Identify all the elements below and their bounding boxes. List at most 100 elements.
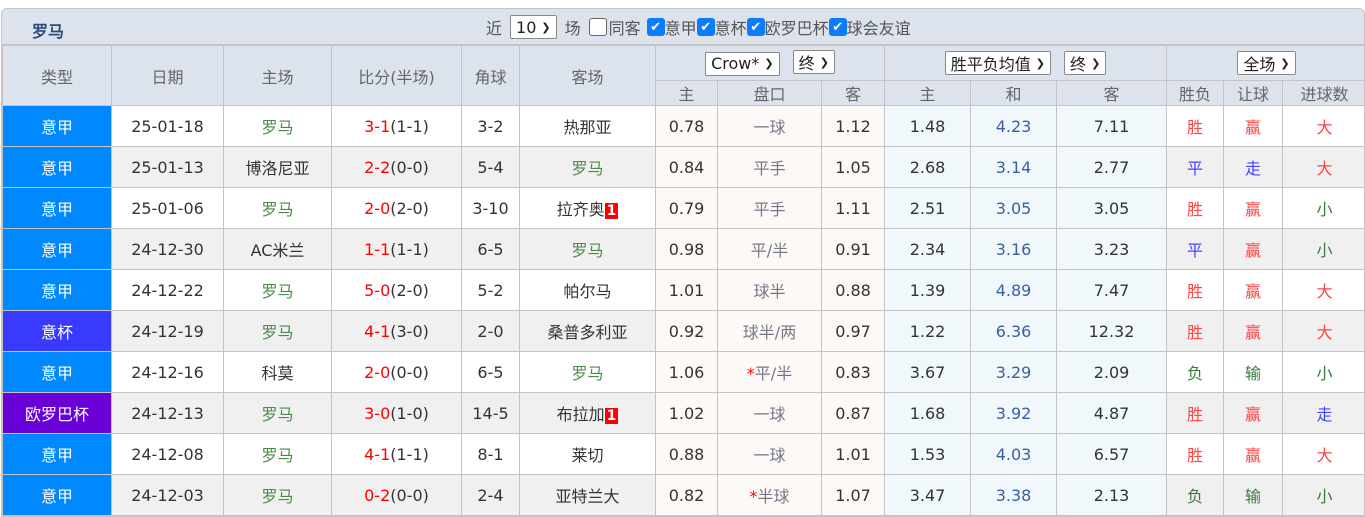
home-team[interactable]: 博洛尼亚 — [224, 147, 332, 188]
match-score[interactable]: 4-1(1-1) — [332, 434, 462, 475]
euro-draw-odds: 3.14 — [971, 147, 1057, 188]
handicap-line-text: 一球 — [753, 446, 785, 465]
euro-stage-select[interactable]: 终❯ — [1064, 51, 1106, 75]
match-date: 24-12-22 — [112, 270, 224, 311]
sub-euro-home: 主 — [885, 81, 971, 106]
home-team[interactable]: 罗马 — [224, 393, 332, 434]
result-over-under: 大 — [1283, 311, 1365, 352]
away-team[interactable]: 桑普多利亚 — [520, 311, 656, 352]
euro-type-select[interactable]: 胜平负均值❯ — [945, 51, 1051, 75]
home-team-name: AC米兰 — [251, 241, 305, 260]
home-team[interactable]: 罗马 — [224, 188, 332, 229]
away-team-name: 亚特兰大 — [555, 487, 619, 506]
asian-away-odds: 0.97 — [822, 311, 885, 352]
asian-away-odds: 1.05 — [822, 147, 885, 188]
asian-home-odds: 0.84 — [656, 147, 718, 188]
competition-type[interactable]: 意甲 — [3, 188, 112, 229]
result-over-under: 小 — [1283, 229, 1365, 270]
same-away-checkbox[interactable] — [589, 18, 607, 36]
asian-company-select[interactable]: Crow*❯ — [705, 52, 780, 76]
result-handicap: 赢 — [1224, 188, 1283, 229]
result-handicap: 赢 — [1224, 311, 1283, 352]
result-scope-value: 全场 — [1243, 51, 1275, 75]
competition-type[interactable]: 意甲 — [3, 270, 112, 311]
away-team[interactable]: 热那亚 — [520, 106, 656, 147]
away-team[interactable]: 罗马 — [520, 147, 656, 188]
table-row[interactable]: 意甲 25-01-13 博洛尼亚 2-2(0-0) 5-4 罗马 0.84 平手… — [3, 147, 1365, 188]
competition-type[interactable]: 意甲 — [3, 147, 112, 188]
table-row[interactable]: 意甲 24-12-22 罗马 5-0(2-0) 5-2 帕尔马 1.01 球半 … — [3, 270, 1365, 311]
asian-company-value: Crow* — [711, 54, 759, 73]
competition-type[interactable]: 意甲 — [3, 434, 112, 475]
star-mark: * — [747, 364, 755, 383]
home-team-name: 罗马 — [261, 282, 293, 301]
match-score[interactable]: 1-1(1-1) — [332, 229, 462, 270]
home-team[interactable]: 罗马 — [224, 106, 332, 147]
match-count-select[interactable]: 10❯ — [510, 15, 557, 39]
table-row[interactable]: 意甲 24-12-08 罗马 4-1(1-1) 8-1 莱切 0.88 一球 1… — [3, 434, 1365, 475]
league-checkbox[interactable]: ✔ — [829, 18, 847, 36]
away-team[interactable]: 罗马 — [520, 352, 656, 393]
sub-euro-draw: 和 — [971, 81, 1057, 106]
result-over-under: 大 — [1283, 147, 1365, 188]
table-row[interactable]: 意杯 24-12-19 罗马 4-1(3-0) 2-0 桑普多利亚 0.92 球… — [3, 311, 1365, 352]
away-team[interactable]: 罗马 — [520, 229, 656, 270]
euro-home-odds: 1.48 — [885, 106, 971, 147]
match-score[interactable]: 4-1(3-0) — [332, 311, 462, 352]
competition-type[interactable]: 意甲 — [3, 106, 112, 147]
away-team-name: 罗马 — [571, 241, 603, 260]
euro-home-odds: 2.68 — [885, 147, 971, 188]
euro-draw-odds: 6.36 — [971, 311, 1057, 352]
competition-type[interactable]: 意甲 — [3, 475, 112, 516]
euro-away-odds: 7.47 — [1057, 270, 1167, 311]
league-checkbox[interactable]: ✔ — [747, 18, 765, 36]
match-date: 24-12-30 — [112, 229, 224, 270]
full-time-score: 1-1 — [364, 240, 390, 259]
home-team[interactable]: 罗马 — [224, 311, 332, 352]
asian-stage-select[interactable]: 终❯ — [793, 50, 835, 74]
result-scope-select[interactable]: 全场❯ — [1237, 51, 1295, 75]
result-over-under: 小 — [1283, 475, 1365, 516]
competition-type[interactable]: 欧罗巴杯 — [3, 393, 112, 434]
away-team[interactable]: 帕尔马 — [520, 270, 656, 311]
table-row[interactable]: 意甲 24-12-30 AC米兰 1-1(1-1) 6-5 罗马 0.98 平/… — [3, 229, 1365, 270]
competition-type[interactable]: 意杯 — [3, 311, 112, 352]
home-team[interactable]: 科莫 — [224, 352, 332, 393]
full-time-score: 4-1 — [364, 445, 390, 464]
away-team[interactable]: 莱切 — [520, 434, 656, 475]
match-score[interactable]: 2-0(2-0) — [332, 188, 462, 229]
match-score[interactable]: 3-1(1-1) — [332, 106, 462, 147]
competition-type[interactable]: 意甲 — [3, 229, 112, 270]
euro-away-odds: 2.13 — [1057, 475, 1167, 516]
table-row[interactable]: 意甲 24-12-16 科莫 2-0(0-0) 6-5 罗马 1.06 *平/半… — [3, 352, 1365, 393]
handicap-line-text: 一球 — [753, 405, 785, 424]
home-team[interactable]: AC米兰 — [224, 229, 332, 270]
away-team[interactable]: 亚特兰大 — [520, 475, 656, 516]
match-score[interactable]: 0-2(0-0) — [332, 475, 462, 516]
league-checkbox[interactable]: ✔ — [647, 18, 665, 36]
league-checkbox[interactable]: ✔ — [697, 18, 715, 36]
match-score[interactable]: 5-0(2-0) — [332, 270, 462, 311]
table-row[interactable]: 意甲 24-12-03 罗马 0-2(0-0) 2-4 亚特兰大 0.82 *半… — [3, 475, 1365, 516]
match-score[interactable]: 3-0(1-0) — [332, 393, 462, 434]
asian-away-odds: 1.12 — [822, 106, 885, 147]
away-team-name: 罗马 — [571, 364, 603, 383]
asian-handicap-line: 一球 — [718, 434, 822, 475]
table-row[interactable]: 意甲 25-01-18 罗马 3-1(1-1) 3-2 热那亚 0.78 一球 … — [3, 106, 1365, 147]
asian-home-odds: 0.78 — [656, 106, 718, 147]
asian-home-odds: 0.79 — [656, 188, 718, 229]
home-team[interactable]: 罗马 — [224, 434, 332, 475]
home-team[interactable]: 罗马 — [224, 475, 332, 516]
competition-type[interactable]: 意甲 — [3, 352, 112, 393]
match-score[interactable]: 2-2(0-0) — [332, 147, 462, 188]
sub-asian-line: 盘口 — [718, 81, 822, 106]
match-score[interactable]: 2-0(0-0) — [332, 352, 462, 393]
sub-result-wl: 胜负 — [1167, 81, 1224, 106]
home-team[interactable]: 罗马 — [224, 270, 332, 311]
euro-away-odds: 4.87 — [1057, 393, 1167, 434]
sub-euro-away: 客 — [1057, 81, 1167, 106]
